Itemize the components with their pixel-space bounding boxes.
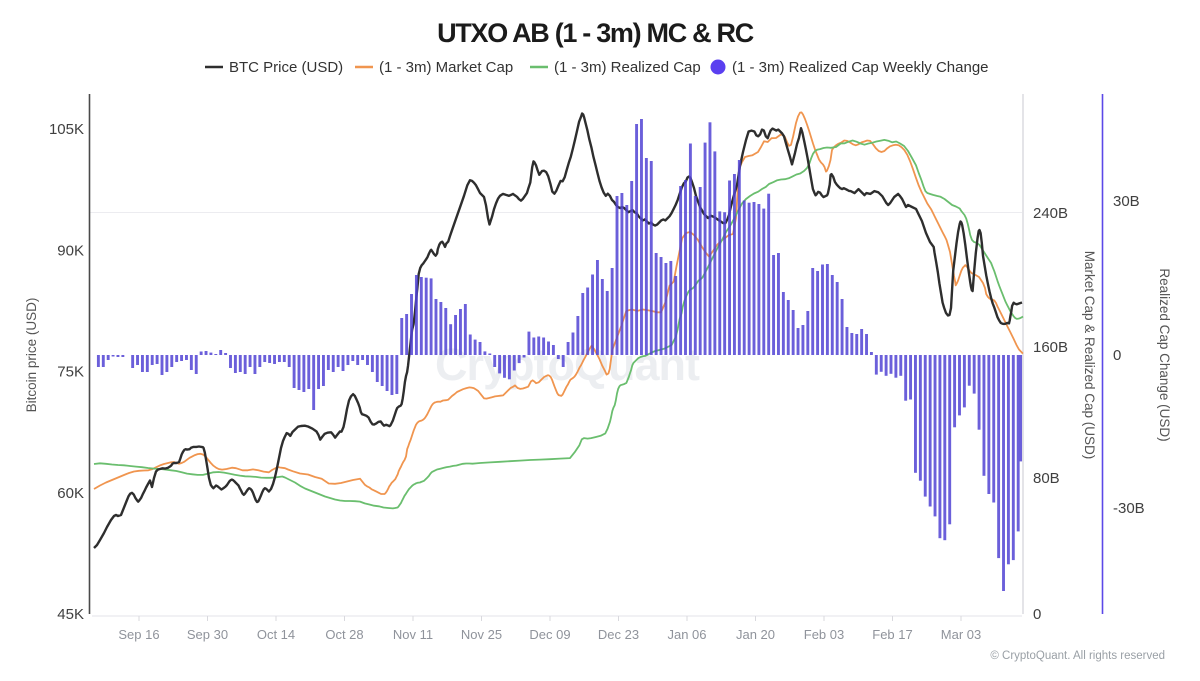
svg-text:240B: 240B bbox=[1033, 205, 1068, 222]
svg-text:Oct 28: Oct 28 bbox=[325, 627, 363, 642]
svg-text:Sep 30: Sep 30 bbox=[187, 627, 228, 642]
svg-text:Jan 20: Jan 20 bbox=[736, 627, 775, 642]
svg-text:Market Cap & Realized Cap (USD: Market Cap & Realized Cap (USD) bbox=[1082, 251, 1097, 460]
svg-text:0: 0 bbox=[1113, 347, 1121, 364]
svg-text:45K: 45K bbox=[57, 606, 84, 623]
svg-text:Feb 17: Feb 17 bbox=[872, 627, 912, 642]
svg-text:(1 - 3m) Market Cap: (1 - 3m) Market Cap bbox=[379, 59, 513, 76]
svg-text:Nov 25: Nov 25 bbox=[461, 627, 502, 642]
svg-text:(1 - 3m) Realized Cap: (1 - 3m) Realized Cap bbox=[554, 59, 701, 76]
svg-text:0: 0 bbox=[1033, 606, 1041, 623]
svg-text:BTC Price (USD): BTC Price (USD) bbox=[229, 59, 343, 76]
svg-text:(1 - 3m) Realized Cap Weekly C: (1 - 3m) Realized Cap Weekly Change bbox=[732, 59, 989, 76]
svg-text:Sep 16: Sep 16 bbox=[118, 627, 159, 642]
svg-text:Dec 23: Dec 23 bbox=[598, 627, 639, 642]
svg-text:90K: 90K bbox=[57, 243, 84, 260]
svg-text:Feb 03: Feb 03 bbox=[804, 627, 844, 642]
svg-text:Dec 09: Dec 09 bbox=[529, 627, 570, 642]
svg-text:75K: 75K bbox=[57, 364, 84, 381]
svg-text:Realized Cap Change (USD): Realized Cap Change (USD) bbox=[1157, 268, 1172, 441]
svg-text:30B: 30B bbox=[1113, 193, 1140, 210]
svg-text:105K: 105K bbox=[49, 121, 84, 138]
svg-text:UTXO AB (1 - 3m) MC & RC: UTXO AB (1 - 3m) MC & RC bbox=[437, 18, 754, 48]
svg-text:Oct 14: Oct 14 bbox=[257, 627, 295, 642]
svg-text:Bitcoin price (USD): Bitcoin price (USD) bbox=[24, 298, 39, 413]
svg-text:160B: 160B bbox=[1033, 339, 1068, 356]
svg-text:© CryptoQuant. All rights rese: © CryptoQuant. All rights reserved bbox=[990, 650, 1165, 662]
svg-text:Mar 03: Mar 03 bbox=[941, 627, 981, 642]
svg-text:80B: 80B bbox=[1033, 470, 1060, 487]
svg-text:-30B: -30B bbox=[1113, 500, 1145, 517]
svg-text:Nov 11: Nov 11 bbox=[393, 627, 433, 642]
svg-text:Jan 06: Jan 06 bbox=[667, 627, 706, 642]
svg-text:60K: 60K bbox=[57, 485, 84, 502]
